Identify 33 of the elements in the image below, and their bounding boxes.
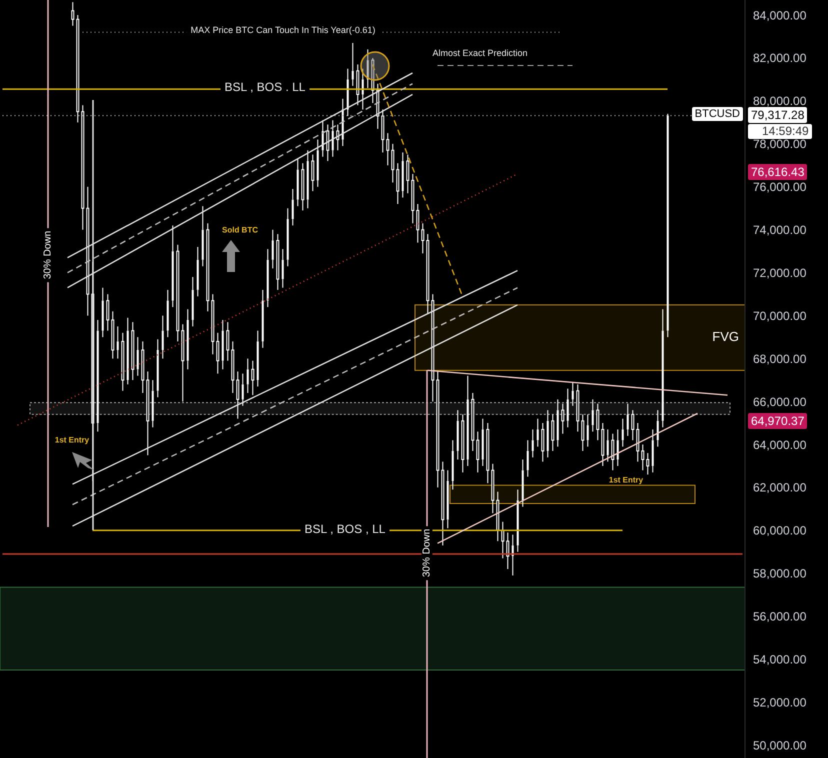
annotation: 1st Entry bbox=[608, 476, 644, 484]
annotation: 30% Down bbox=[422, 528, 432, 578]
y-tick-label: 74,000.00 bbox=[753, 223, 807, 238]
y-tick-label: 80,000.00 bbox=[753, 94, 807, 108]
y-tick-label: 78,000.00 bbox=[753, 137, 807, 152]
ref-line-label: Almost Exact Prediction bbox=[432, 48, 528, 58]
y-tick-label: 76,000.00 bbox=[753, 180, 807, 194]
y-tick-label: 56,000.00 bbox=[753, 610, 807, 624]
y-tick-label: 50,000.00 bbox=[753, 738, 807, 752]
text: 14:59:49 bbox=[762, 124, 809, 138]
y-tick-label: 70,000.00 bbox=[753, 308, 807, 323]
ref-line-label: BSL , BOS , LL bbox=[304, 522, 386, 536]
y-tick-label: 54,000.00 bbox=[753, 652, 807, 666]
text: 64,970.37 bbox=[751, 414, 804, 428]
annotation: 30% Down bbox=[42, 230, 54, 280]
y-tick-label: 84,000.00 bbox=[753, 8, 807, 22]
y-tick-label: 72,000.00 bbox=[753, 266, 807, 280]
y-tick-label: 62,000.00 bbox=[753, 480, 807, 495]
y-tick-label: 58,000.00 bbox=[753, 566, 807, 581]
y-tick-label: 82,000.00 bbox=[753, 51, 807, 66]
y-tick-label: 60,000.00 bbox=[753, 524, 807, 538]
text: 79,317.28 bbox=[751, 108, 804, 122]
y-tick-label: 68,000.00 bbox=[753, 352, 807, 366]
y-tick-label: 64,000.00 bbox=[753, 438, 807, 452]
text: 76,616.43 bbox=[751, 165, 804, 179]
annotation: Sold BTC bbox=[222, 226, 258, 234]
y-tick-label: 66,000.00 bbox=[753, 394, 807, 409]
y-tick-label: 52,000.00 bbox=[753, 695, 807, 710]
ref-line-label: BSL , BOS . LL bbox=[224, 80, 306, 94]
band-label: FVG bbox=[712, 328, 739, 344]
ref-line-label: BTCUSD bbox=[694, 108, 740, 120]
ref-line-label: MAX Price BTC Can Touch In This Year(-0.61) bbox=[190, 25, 376, 36]
annotation: 1st Entry bbox=[54, 436, 90, 444]
